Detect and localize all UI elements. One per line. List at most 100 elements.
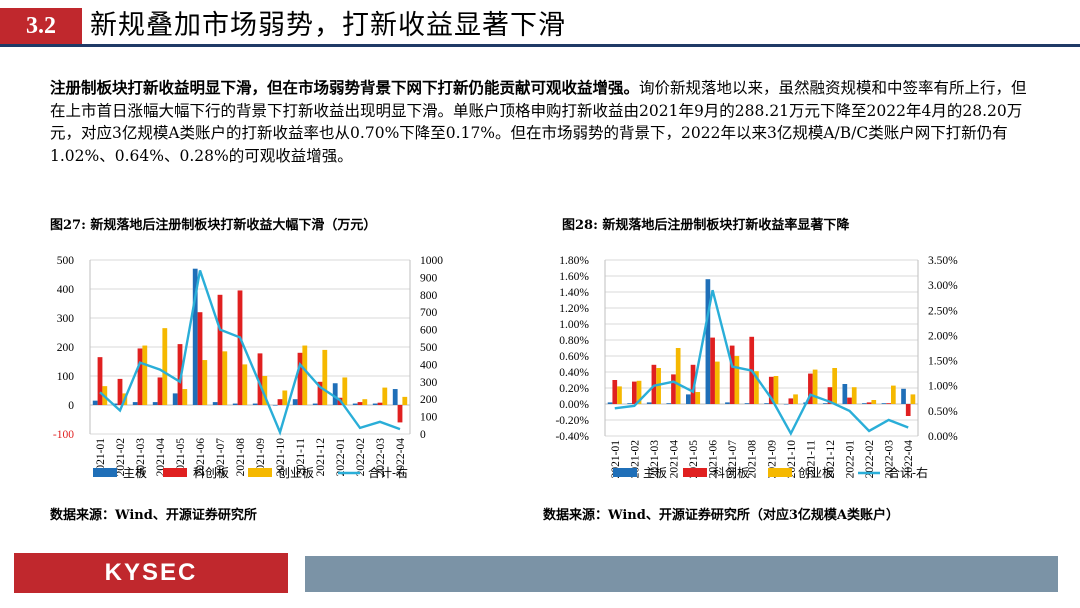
chart-svg: 图27: 新规落地后注册制板块打新收益大幅下滑（万元） -100 0 100 200 30… (50, 217, 443, 480)
y-right-tick-label: 200 (420, 394, 438, 406)
y-right-tick-label: 400 (420, 359, 438, 371)
bar (312, 403, 318, 405)
bar (725, 402, 730, 404)
bar (905, 404, 911, 416)
bar (157, 377, 163, 405)
x-tick-label: 2021-10 (275, 438, 287, 477)
bar (886, 403, 892, 404)
y-right-tick-label: 3.50% (928, 255, 958, 267)
bar (754, 371, 759, 404)
bar (397, 405, 403, 423)
x-tick-label: 2021-06 (708, 440, 720, 479)
bar (651, 364, 657, 404)
y-right-tick-label: 1.00% (928, 381, 958, 393)
y-left-tick-label: 0.80% (559, 335, 589, 347)
bar (117, 378, 123, 405)
bar (317, 381, 323, 405)
bar (627, 403, 632, 404)
x-tick-label: 2021-11 (295, 438, 307, 476)
bar (827, 387, 833, 404)
bar (217, 294, 223, 405)
bar (362, 399, 368, 405)
bar (237, 290, 243, 405)
bar (862, 403, 867, 404)
chart-title: 图28: 新规落地后注册制板块打新收益率显著下降 (562, 217, 850, 233)
bar (192, 268, 198, 405)
bar (282, 390, 288, 405)
legend-label: 科创板 (193, 466, 229, 480)
bar (222, 351, 228, 405)
y-right-tick-label: 100 (420, 412, 438, 424)
bar (773, 376, 779, 404)
x-tick-label: 2022-04 (903, 440, 915, 479)
x-tick-label: 2021-08 (235, 438, 247, 477)
y-right-tick-label: 0 (420, 429, 426, 441)
x-tick-label: 2021-07 (727, 440, 739, 479)
bar (162, 328, 168, 405)
y-left-tick-label: 200 (57, 342, 75, 354)
bar (710, 337, 715, 404)
y-left-tick-label: 1.60% (559, 271, 589, 283)
x-tick-label: 2021-07 (215, 438, 227, 477)
bar (277, 399, 283, 405)
y-left-tick-label: 400 (57, 284, 75, 296)
footer-bar (305, 556, 1058, 592)
bar (729, 345, 735, 404)
legend-swatch (768, 468, 792, 477)
x-tick-label: 2021-02 (115, 438, 127, 477)
total-line (99, 270, 401, 436)
y-left-tick-label: 1.80% (559, 255, 589, 267)
y-left-tick-label: -0.20% (555, 415, 589, 427)
y-right-tick-label: 600 (420, 325, 438, 337)
bar (690, 364, 696, 404)
bar (812, 369, 818, 404)
figure-27-source: 数据来源：Wind、开源证券研究所 (50, 508, 257, 523)
legend-swatch (248, 468, 272, 477)
y-right-tick-label: 1.50% (928, 356, 958, 368)
bar (881, 403, 887, 404)
figure-27: 图27: 新规落地后注册制板块打新收益大幅下滑（万元） -100 0 100 200 30… (48, 212, 518, 497)
x-tick-label: 2021-03 (649, 440, 661, 479)
bar (734, 356, 740, 404)
x-tick-label: 2022-03 (884, 440, 896, 479)
bar (342, 377, 348, 405)
legend-swatch (93, 468, 117, 477)
bar (257, 353, 263, 405)
y-left-tick-label: 100 (57, 371, 75, 383)
bar (232, 403, 238, 405)
bar (822, 403, 828, 404)
bar (142, 345, 148, 405)
bar (646, 402, 652, 404)
bar (636, 380, 642, 404)
bar (901, 388, 906, 404)
legend-swatch (613, 468, 637, 477)
x-tick-label: 2021-05 (175, 438, 187, 477)
x-tick-label: 2022-03 (375, 438, 387, 477)
bar (297, 352, 303, 405)
bar (871, 400, 877, 404)
y-right-tick-label: 900 (420, 272, 438, 284)
logo-text: KYSEC (104, 559, 198, 586)
bar (607, 402, 613, 404)
x-tick-label: 2021-08 (747, 440, 759, 479)
bar (97, 357, 103, 405)
bar (242, 364, 248, 405)
bar (197, 312, 203, 405)
x-tick-label: 2021-03 (135, 438, 147, 477)
bar (666, 403, 672, 404)
y-left-tick-label: 300 (57, 313, 75, 325)
y-left-tick-label: 0.40% (559, 367, 589, 379)
y-left-tick-label: 0.60% (559, 351, 589, 363)
header-divider (0, 44, 1080, 47)
bar (137, 348, 143, 405)
bar (172, 393, 178, 405)
x-tick-label: 2021-01 (95, 438, 107, 477)
figure-28: 图28: 新规落地后注册制板块打新收益率显著下降 -0.40% -0.20% 0.00… (555, 212, 1030, 497)
bar (382, 387, 388, 405)
bar (685, 394, 691, 404)
bar (112, 403, 118, 405)
x-tick-label: 2022-01 (335, 438, 347, 477)
bar (392, 389, 398, 405)
chart-title: 图27: 新规落地后注册制板块打新收益大幅下滑（万元） (50, 217, 376, 233)
bar (402, 396, 408, 405)
